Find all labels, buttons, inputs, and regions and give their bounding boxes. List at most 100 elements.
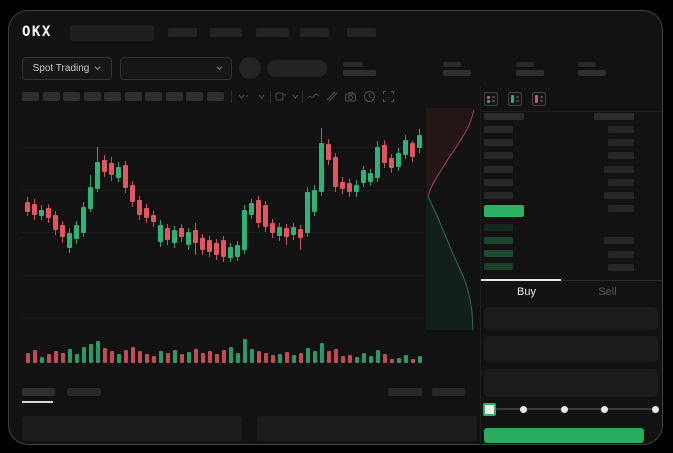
orderbook-size-row[interactable] [608,179,634,186]
amount-input[interactable] [484,336,658,362]
camera-icon[interactable] [344,90,357,103]
candle-body [214,243,219,255]
candle-body [123,165,128,188]
orderbook-size-row[interactable] [604,166,634,173]
orderbook-column-header[interactable] [484,113,524,120]
orderbook-size-row[interactable] [608,205,634,212]
candle-body [165,228,170,240]
volume-bar [333,349,338,363]
bid-price-row[interactable] [484,224,513,231]
chevron-down-icon[interactable] [290,90,303,103]
bottom-tab-2[interactable] [67,388,101,396]
toolbar-button-2[interactable] [42,92,60,101]
volume-bar [396,358,401,363]
volume-bar [403,355,408,363]
volume-bar [102,348,107,363]
toolbar-button-7[interactable] [145,92,162,101]
indicator-icon[interactable] [274,90,287,103]
chart-type-chevron-icon[interactable] [256,90,269,103]
bottom-tab-1[interactable] [22,388,55,396]
candle-body [200,238,205,250]
volume-bar [291,355,296,363]
volume-bar [347,355,352,363]
total-input[interactable] [484,369,658,397]
volume-bar [305,348,310,363]
candle-body [179,228,184,237]
interval-chevron-icon[interactable] [237,90,250,103]
orderbook-size-row[interactable] [608,126,634,133]
slider-stop-1[interactable] [520,406,527,413]
orderbook-size-row[interactable] [608,139,634,146]
ask-price-row[interactable] [484,179,513,186]
ask-price-row[interactable] [484,152,513,159]
toolbar-button-4[interactable] [83,92,101,101]
draw-tool-icon[interactable] [325,90,338,103]
orderbook-column-header[interactable] [594,113,634,120]
gridline [22,147,424,148]
candle-body [396,153,401,167]
clock-icon[interactable] [363,90,376,103]
market-type-selector[interactable]: Spot Trading [22,57,112,80]
bottom-action-2[interactable] [432,388,465,396]
pair-selector[interactable] [120,57,232,80]
bid-price-row[interactable] [484,237,513,244]
volume-bar [361,353,366,363]
volume-bar [158,351,163,363]
fullscreen-icon[interactable] [382,90,395,103]
bid-price-row[interactable] [484,250,513,257]
tabs-divider [481,280,662,281]
tab-sell[interactable]: Sell [598,286,617,298]
toolbar-button-10[interactable] [206,92,224,101]
orderbook-size-row[interactable] [608,251,634,258]
candle-body [333,157,338,187]
nav-item-5[interactable] [347,28,376,37]
candle-body [298,229,303,238]
toolbar-button-5[interactable] [104,92,121,101]
volume-bar [74,354,79,363]
price-input[interactable] [484,307,658,330]
amount-slider-handle[interactable] [483,403,496,416]
stat-label-4 [578,62,596,67]
volume-bar [81,347,86,363]
slider-stop-2[interactable] [561,406,568,413]
last-price-row[interactable] [484,205,524,217]
ask-price-row[interactable] [484,166,513,173]
buy-submit-button[interactable] [484,428,644,443]
toolbar-button-1[interactable] [22,92,39,101]
amount-slider-track[interactable] [487,408,657,410]
orderbook-size-row[interactable] [608,264,634,271]
nav-item-2[interactable] [210,28,242,37]
tab-buy[interactable]: Buy [517,286,536,298]
ask-price-row[interactable] [484,126,513,133]
orderbook-size-row[interactable] [604,237,634,244]
ask-price-row[interactable] [484,139,513,146]
orderbook-size-row[interactable] [608,152,634,159]
nav-item-4[interactable] [300,28,329,37]
orderbook-asks-view-icon[interactable] [532,92,546,106]
okx-logo[interactable]: OKX [22,24,52,40]
ask-price-row[interactable] [484,192,513,199]
orderbook-bids-view-icon[interactable] [508,92,522,106]
toolbar-button-8[interactable] [165,92,183,101]
volume-bar [368,356,373,363]
slider-stop-3[interactable] [601,406,608,413]
candle-body [32,204,37,215]
bottom-action-1[interactable] [388,388,422,396]
nav-item-3[interactable] [256,28,289,37]
candle-body [25,202,30,212]
slider-stop-4[interactable] [652,406,659,413]
line-tool-icon[interactable] [307,90,320,103]
toolbar-button-6[interactable] [124,92,142,101]
toolbar-divider [302,91,303,103]
price-chart-canvas[interactable] [22,110,424,372]
volume-bar [214,354,219,363]
bid-price-row[interactable] [484,263,513,270]
toolbar-button-3[interactable] [63,92,80,101]
orderbook-combined-view-icon[interactable] [484,92,498,106]
toolbar-button-9[interactable] [186,92,203,101]
search-placeholder[interactable] [70,25,154,41]
nav-item-1[interactable] [168,28,197,37]
candle-body [102,160,107,172]
orderbook-size-row[interactable] [604,192,634,199]
volume-bar [109,351,114,363]
